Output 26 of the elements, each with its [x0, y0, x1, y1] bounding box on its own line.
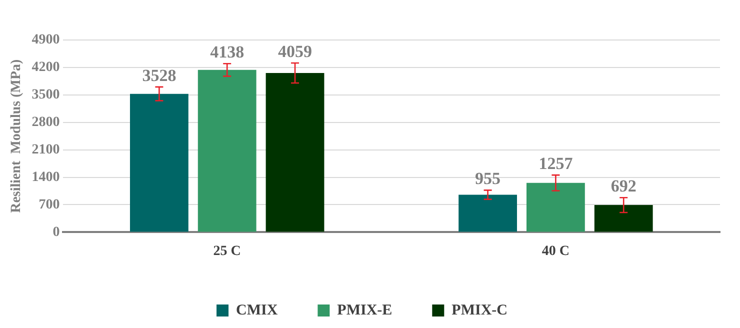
- y-tick-label: 3500: [32, 88, 60, 103]
- y-tick-label: 1400: [32, 170, 60, 185]
- bar: [266, 72, 324, 232]
- y-tick-label: 0: [52, 224, 60, 240]
- bar: [458, 194, 517, 232]
- bar: [198, 70, 256, 232]
- y-tick-label: 2100: [32, 142, 60, 158]
- legend-label: PMIX-E: [337, 302, 392, 318]
- x-tick-label: 25 C: [213, 244, 241, 260]
- data-label: 4059: [278, 42, 312, 61]
- data-label: 692: [610, 176, 636, 196]
- y-axis-title: Resilient Modulus (MPa): [9, 58, 24, 213]
- bar: [130, 94, 188, 232]
- bar: [526, 182, 585, 232]
- data-label: 1257: [538, 154, 574, 173]
- y-tick-label: 4200: [32, 60, 60, 76]
- y-tick-label: 2800: [32, 114, 60, 130]
- x-tick-label: 40 C: [542, 244, 570, 260]
- legend-label: PMIX-C: [452, 302, 508, 318]
- legend-label: CMIX: [236, 302, 278, 318]
- bar: [594, 205, 653, 232]
- y-tick-label: 700: [38, 197, 60, 212]
- data-label: 4138: [210, 42, 244, 62]
- data-label: 3528: [142, 66, 176, 85]
- y-tick-label: 4900: [32, 32, 60, 48]
- data-label: 955: [475, 169, 501, 188]
